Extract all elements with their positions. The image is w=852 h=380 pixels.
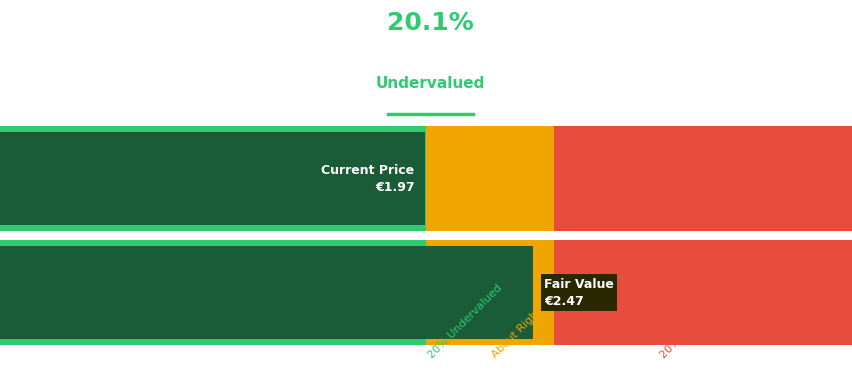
- Text: 20% Undervalued: 20% Undervalued: [426, 283, 504, 361]
- Bar: [426, 240, 554, 345]
- Text: 20% Overvalued: 20% Overvalued: [658, 288, 731, 361]
- Bar: [0, 246, 532, 339]
- Bar: [0, 240, 426, 345]
- Text: About Right: About Right: [490, 307, 544, 361]
- Text: Undervalued: Undervalued: [376, 76, 485, 91]
- Bar: [0, 126, 426, 231]
- Text: Current Price
€1.97: Current Price €1.97: [321, 164, 414, 193]
- Bar: [426, 126, 554, 231]
- Bar: [554, 240, 852, 345]
- Text: 20.1%: 20.1%: [387, 11, 474, 35]
- Bar: [0, 132, 424, 225]
- Bar: [554, 126, 852, 231]
- Text: Fair Value
€2.47: Fair Value €2.47: [544, 278, 613, 307]
